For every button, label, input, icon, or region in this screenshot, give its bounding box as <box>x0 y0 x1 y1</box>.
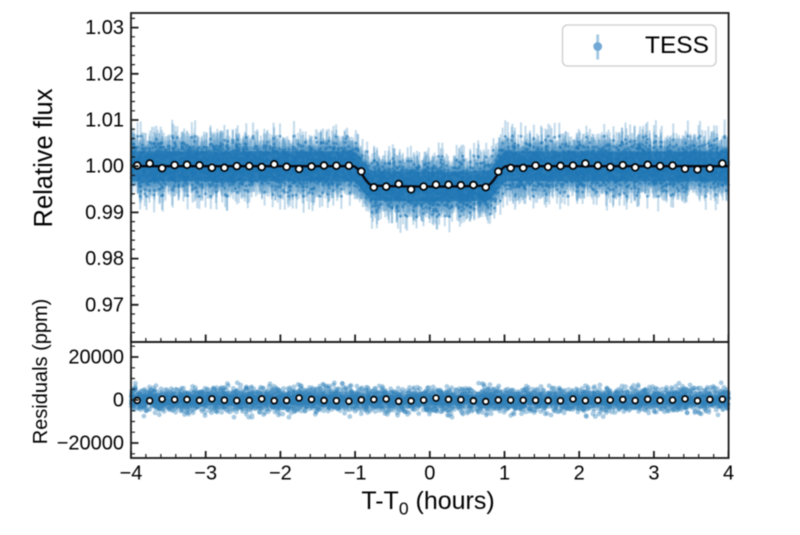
svg-text:Relative flux: Relative flux <box>30 88 58 227</box>
svg-text:−20000: −20000 <box>57 433 124 455</box>
svg-text:1.00: 1.00 <box>85 156 124 178</box>
svg-text:20000: 20000 <box>68 347 124 369</box>
svg-text:0.99: 0.99 <box>85 202 124 224</box>
svg-text:4: 4 <box>723 463 734 485</box>
svg-text:1.03: 1.03 <box>85 17 124 39</box>
svg-text:0.97: 0.97 <box>85 294 124 316</box>
svg-text:Residuals (ppm): Residuals (ppm) <box>30 299 52 445</box>
svg-text:0: 0 <box>424 463 435 485</box>
svg-text:TESS: TESS <box>645 32 709 59</box>
svg-text:1.02: 1.02 <box>85 63 124 85</box>
svg-text:2: 2 <box>574 463 585 485</box>
svg-text:−4: −4 <box>120 463 143 485</box>
svg-text:T-T0 (hours): T-T0 (hours) <box>361 487 494 519</box>
svg-text:1.01: 1.01 <box>85 110 124 132</box>
svg-text:0.98: 0.98 <box>85 248 124 270</box>
svg-text:−3: −3 <box>194 463 217 485</box>
svg-text:1: 1 <box>499 463 510 485</box>
svg-text:3: 3 <box>648 463 659 485</box>
svg-text:−1: −1 <box>344 463 367 485</box>
svg-text:−2: −2 <box>269 463 292 485</box>
svg-text:0: 0 <box>113 390 124 412</box>
